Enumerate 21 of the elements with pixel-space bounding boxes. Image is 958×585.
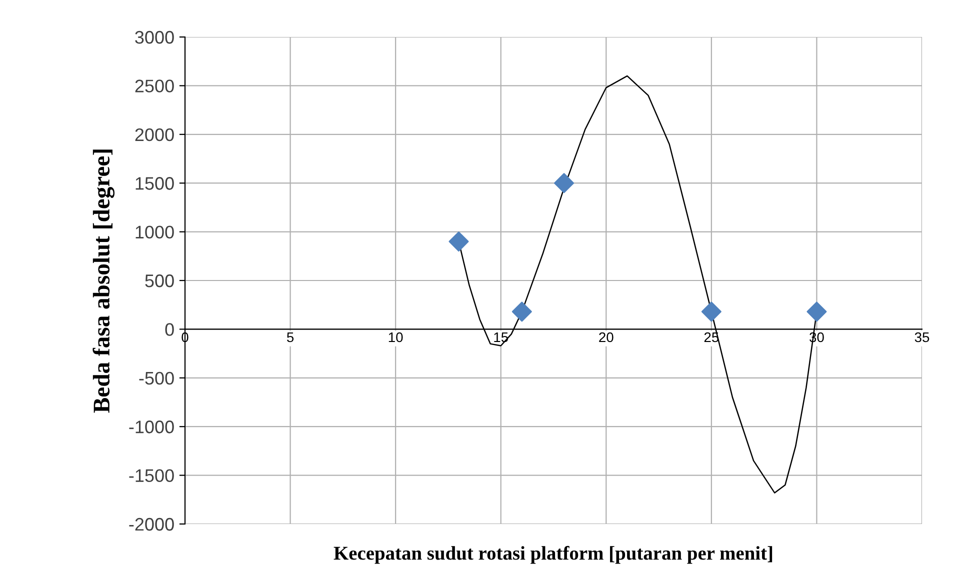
x-tick-label: 20 bbox=[599, 332, 614, 342]
y-tick-label: -2000 bbox=[129, 518, 174, 531]
y-axis-title: Beda fasa absolut [degree] bbox=[92, 150, 115, 413]
y-tick-label: 2500 bbox=[135, 80, 174, 92]
y-tick-label: -500 bbox=[139, 372, 174, 385]
y-tick-label: 3000 bbox=[135, 30, 174, 44]
y-tick-label: 1000 bbox=[136, 226, 174, 239]
y-tick-label: 500 bbox=[145, 274, 174, 288]
y-tick-label: -1500 bbox=[129, 469, 174, 482]
point bbox=[701, 302, 722, 322]
point bbox=[554, 173, 574, 194]
y-tick-label: 1500 bbox=[136, 177, 174, 190]
x-tick-label: 10 bbox=[388, 332, 403, 342]
x-axis-title: Kecepatan sudut rotasi platform [putaran per menit] bbox=[334, 546, 772, 564]
x-tick-label: 5 bbox=[286, 332, 294, 342]
point bbox=[806, 302, 827, 322]
point bbox=[448, 232, 469, 252]
point bbox=[512, 302, 532, 322]
y-tick-label: 2000 bbox=[135, 128, 174, 142]
x-tick-label: 35 bbox=[914, 332, 930, 342]
y-tick-label: -1000 bbox=[129, 420, 174, 434]
